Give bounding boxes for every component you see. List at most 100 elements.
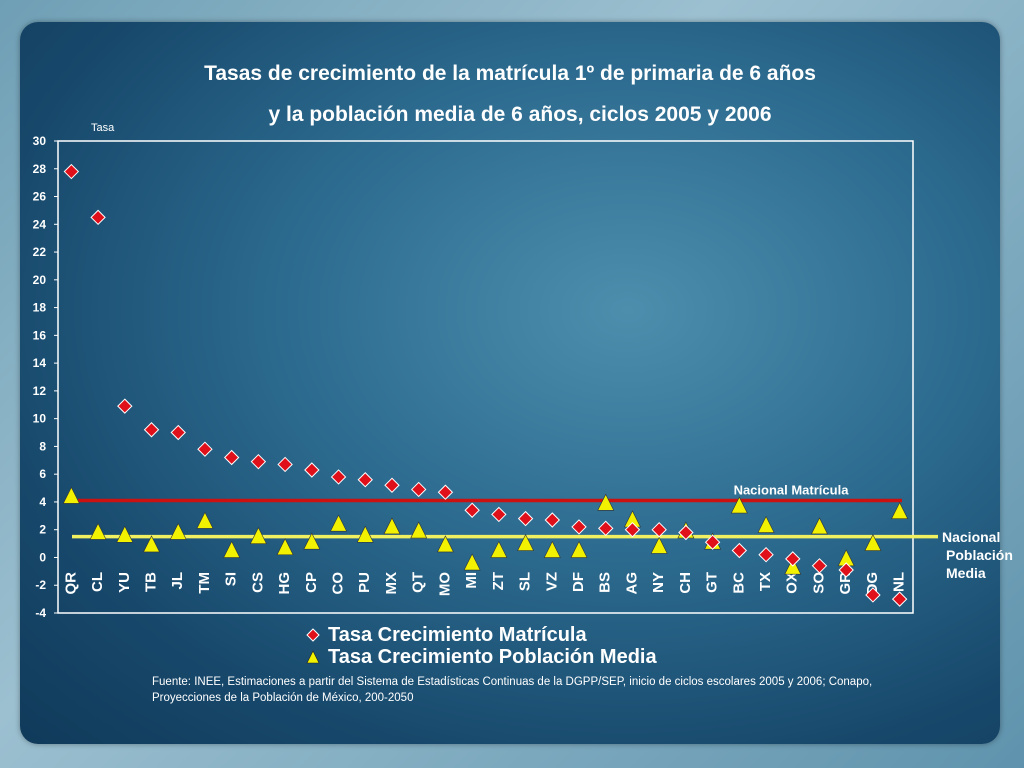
poblacion-point <box>757 515 775 533</box>
y-tick-label: 8 <box>39 439 46 453</box>
source-note: Fuente: INEE, Estimaciones a partir del … <box>152 674 972 706</box>
x-tick-label: CO <box>330 572 347 595</box>
poblacion-point <box>62 486 80 504</box>
poblacion-point <box>436 535 454 553</box>
matricula-point <box>143 422 160 438</box>
x-tick-label: CH <box>677 572 694 594</box>
poblacion-point <box>223 540 241 558</box>
chart-title-line1: Tasas de crecimiento de la matrícula 1º … <box>204 62 816 85</box>
x-tick-label: GR <box>837 572 854 595</box>
poblacion-point <box>410 521 428 539</box>
source-line2: Proyecciones de la Población de México, … <box>152 692 414 704</box>
poblacion-point <box>276 538 294 556</box>
matricula-point <box>704 534 721 550</box>
source-line1: Fuente: INEE, Estimaciones a partir del … <box>152 676 873 688</box>
chart-title-line2: y la población media de 6 años, ciclos 2… <box>268 103 772 126</box>
matricula-point <box>63 163 80 180</box>
poblacion-point <box>89 522 107 540</box>
legend-label-matricula: Tasa Crecimiento Matrícula <box>328 624 587 646</box>
matricula-point <box>891 591 908 607</box>
y-tick-label: 22 <box>33 245 47 259</box>
x-tick-label: TM <box>196 572 213 594</box>
x-tick-label: SL <box>517 572 534 591</box>
x-tick-label: CS <box>249 572 266 593</box>
matricula-point <box>464 502 480 518</box>
x-tick-label: DG <box>864 572 881 595</box>
y-tick-label: 28 <box>33 162 47 176</box>
matricula-point <box>678 524 694 541</box>
legend-item-matricula: Tasa Crecimiento Matrícula <box>306 624 657 646</box>
poblacion-point <box>356 525 374 543</box>
chart-legend: Tasa Crecimiento Matrícula Tasa Crecimie… <box>306 624 657 668</box>
x-tick-label: JL <box>169 572 186 590</box>
matricula-point <box>491 506 507 523</box>
nacional-poblacion-label: Nacional <box>942 529 1000 545</box>
matricula-point <box>437 484 454 500</box>
x-tick-label: BS <box>597 572 614 593</box>
poblacion-point <box>303 532 321 550</box>
y-tick-label: 26 <box>33 190 47 204</box>
poblacion-point <box>810 517 828 535</box>
matricula-point <box>357 472 373 488</box>
poblacion-point <box>169 522 187 540</box>
poblacion-point <box>463 553 481 571</box>
poblacion-point <box>196 511 214 529</box>
matricula-point <box>117 398 133 414</box>
matricula-point <box>170 424 186 441</box>
x-tick-label: GT <box>704 572 721 593</box>
y-tick-label: 6 <box>39 467 46 481</box>
y-tick-label: 24 <box>33 217 47 231</box>
y-tick-label: 4 <box>39 495 46 509</box>
matricula-point <box>624 521 641 538</box>
poblacion-point <box>597 493 615 511</box>
x-tick-label: CP <box>303 572 320 593</box>
x-tick-label: MO <box>436 572 453 596</box>
x-tick-label: MI <box>463 572 480 589</box>
x-tick-label: TB <box>142 572 159 592</box>
poblacion-point <box>490 540 508 558</box>
x-tick-label: SI <box>223 572 240 586</box>
y-tick-label: -4 <box>35 606 46 620</box>
nacional-poblacion-label: Media <box>946 565 986 581</box>
y-tick-label: 14 <box>33 356 47 370</box>
y-tick-label: 16 <box>33 328 47 342</box>
x-tick-label: HG <box>276 572 293 595</box>
matricula-point <box>838 562 854 578</box>
x-tick-label: QT <box>410 572 427 593</box>
y-tick-label: 10 <box>33 412 47 426</box>
matricula-point <box>384 477 400 493</box>
y-tick-label: 12 <box>33 384 47 398</box>
x-tick-label: PU <box>356 572 373 593</box>
poblacion-point <box>730 496 748 514</box>
y-tick-label: 30 <box>33 134 47 148</box>
plot-area-border <box>57 140 914 614</box>
legend-label-poblacion: Tasa Crecimiento Población Media <box>328 646 657 668</box>
matricula-point <box>651 521 667 538</box>
x-tick-label: BC <box>730 572 747 594</box>
x-tick-label: AG <box>623 572 640 595</box>
x-tick-label: NL <box>891 572 908 592</box>
y-tick-label: 18 <box>33 301 47 315</box>
matricula-point <box>304 462 320 478</box>
poblacion-point <box>116 525 134 543</box>
x-tick-label: NY <box>650 572 667 593</box>
matricula-point <box>785 551 801 567</box>
matricula-point <box>598 520 614 537</box>
x-tick-label: DF <box>570 572 587 592</box>
matricula-point <box>223 449 240 466</box>
y-tick-label: 0 <box>39 550 46 564</box>
x-tick-label: ZT <box>490 572 507 590</box>
matricula-point <box>277 456 293 473</box>
poblacion-point <box>543 540 561 558</box>
x-tick-label: QR <box>62 572 79 595</box>
matricula-point <box>517 510 534 527</box>
x-tick-label: YU <box>116 572 133 593</box>
x-tick-label: SO <box>810 572 827 594</box>
poblacion-point <box>891 501 909 519</box>
nacional-matricula-label: Nacional Matrícula <box>734 483 850 498</box>
matricula-point <box>90 209 106 226</box>
matricula-point <box>544 512 561 528</box>
poblacion-point <box>249 526 267 544</box>
x-tick-label: MX <box>383 572 400 595</box>
poblacion-point <box>864 533 882 551</box>
